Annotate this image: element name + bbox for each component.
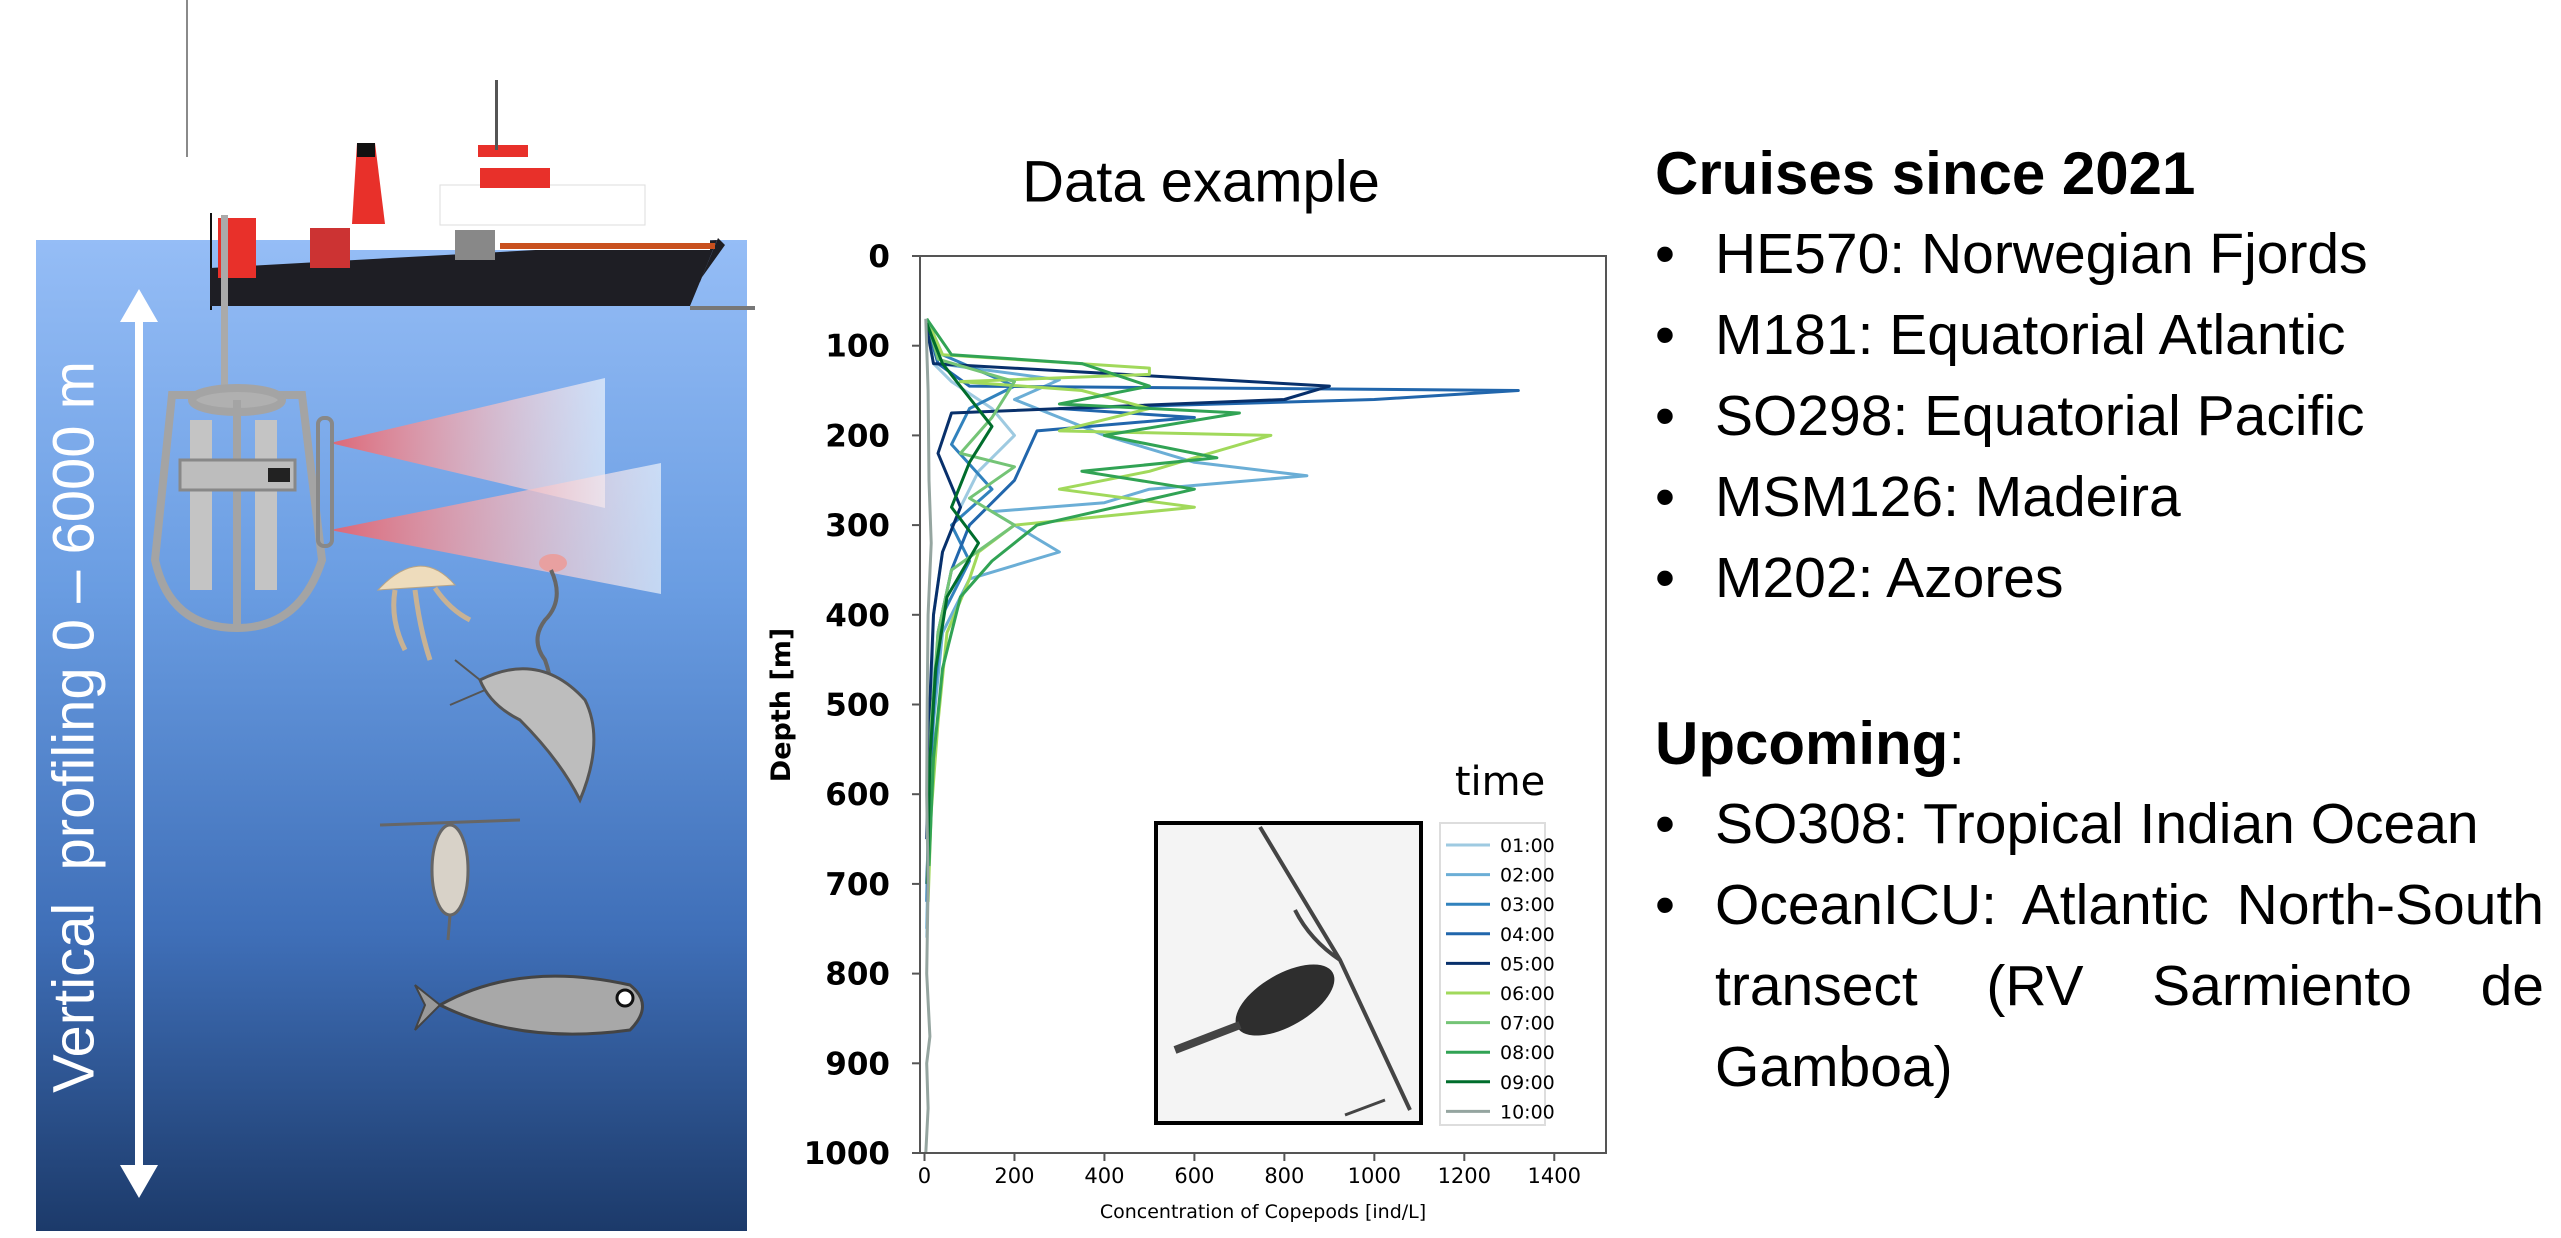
legend-label: 09:00 bbox=[1500, 1072, 1555, 1094]
y-tick-label: 200 bbox=[825, 418, 890, 454]
ocean-water-column bbox=[36, 240, 747, 1231]
divider-line bbox=[186, 0, 188, 157]
cruise-text: HE570: Norwegian Fjords bbox=[1715, 222, 2368, 286]
legend-label: 10:00 bbox=[1500, 1101, 1555, 1123]
series-line-0200 bbox=[925, 318, 1309, 929]
y-tick-label: 400 bbox=[825, 598, 890, 634]
cruises-heading: Cruises since 2021 bbox=[1655, 140, 2196, 207]
legend-label: 01:00 bbox=[1500, 835, 1555, 857]
ctd-rosette-icon bbox=[150, 384, 334, 633]
x-tick-label: 1400 bbox=[1528, 1164, 1581, 1188]
series-line-0900 bbox=[925, 322, 994, 884]
y-axis-label: Depth [m] bbox=[766, 628, 797, 782]
y-tick-label: 900 bbox=[825, 1046, 890, 1082]
x-tick-label: 400 bbox=[1084, 1164, 1124, 1188]
y-tick-label: 1000 bbox=[804, 1136, 890, 1172]
y-tick-label: 0 bbox=[868, 239, 890, 275]
legend-label: 07:00 bbox=[1500, 1013, 1555, 1035]
camera-light-cone bbox=[330, 378, 605, 508]
y-tick-label: 600 bbox=[825, 777, 890, 813]
copepod-photo-inset bbox=[1154, 821, 1423, 1125]
cruise-info-panel: Cruises since 2021 • HE570: Norwegian Fjo… bbox=[1655, 133, 2545, 1108]
legend-label: 02:00 bbox=[1500, 865, 1555, 887]
series-line-0500 bbox=[925, 327, 1331, 840]
series-line-0800 bbox=[925, 317, 1241, 867]
x-tick-label: 600 bbox=[1174, 1164, 1214, 1188]
list-item: • HE570: Norwegian Fjords bbox=[1655, 214, 2545, 295]
upcoming-text: OceanICU: Atlantic North-South transect … bbox=[1715, 873, 2544, 1099]
y-tick-label: 800 bbox=[825, 957, 890, 993]
x-axis-label: Concentration of Copepods [ind/L] bbox=[1100, 1201, 1426, 1223]
copepod-illustration-icon bbox=[379, 818, 521, 941]
shrimp-icon bbox=[449, 659, 596, 804]
legend-label: 06:00 bbox=[1500, 983, 1555, 1005]
vertical-double-arrow-icon bbox=[120, 289, 158, 1198]
upcoming-heading-text: Upcoming bbox=[1655, 710, 1949, 777]
bullet-icon: • bbox=[1655, 546, 1675, 610]
winch-cable bbox=[221, 215, 228, 385]
y-tick-label: 100 bbox=[825, 329, 890, 365]
bullet-icon: • bbox=[1655, 465, 1675, 529]
cruise-text: M202: Azores bbox=[1715, 546, 2064, 610]
list-item: • M202: Azores bbox=[1655, 538, 2545, 619]
cruise-text: M181: Equatorial Atlantic bbox=[1715, 303, 2346, 367]
bullet-icon: • bbox=[1655, 303, 1675, 367]
series-line-0400 bbox=[925, 322, 1520, 884]
series-line-0700 bbox=[925, 318, 1016, 840]
cruise-list: • HE570: Norwegian Fjords • M181: Equatori… bbox=[1655, 214, 2545, 619]
jellyfish-icon bbox=[376, 565, 472, 661]
series-line-1000 bbox=[924, 318, 933, 1154]
upcoming-list: • SO308: Tropical Indian Ocean • OceanICU:… bbox=[1655, 784, 2545, 1108]
upcoming-heading: Upcoming: bbox=[1655, 703, 2545, 784]
list-item: • OceanICU: Atlantic North-South transect… bbox=[1655, 865, 2544, 1108]
x-tick-label: 1000 bbox=[1348, 1164, 1401, 1188]
y-tick-label: 700 bbox=[825, 867, 890, 903]
list-item: • MSM126: Madeira bbox=[1655, 457, 2545, 538]
axes: 0 100 200 300 400 500 600 700 800 900 1000 0 200 400 6… bbox=[804, 239, 1581, 1188]
bullet-icon: • bbox=[1655, 222, 1675, 286]
legend-label: 04:00 bbox=[1500, 924, 1555, 946]
upcoming-text: SO308: Tropical Indian Ocean bbox=[1715, 792, 2479, 856]
x-tick-label: 1200 bbox=[1438, 1164, 1491, 1188]
bullet-icon: • bbox=[1655, 792, 1675, 856]
legend-title: time bbox=[1455, 759, 1545, 805]
series-layer bbox=[924, 317, 1520, 1154]
upcoming-colon: : bbox=[1948, 710, 1965, 777]
cruise-text: MSM126: Madeira bbox=[1715, 465, 2181, 529]
x-tick-label: 200 bbox=[994, 1164, 1034, 1188]
camera-light-cone bbox=[330, 463, 661, 594]
legend-label: 05:00 bbox=[1500, 953, 1555, 975]
legend-label: 08:00 bbox=[1500, 1042, 1555, 1064]
y-tick-label: 300 bbox=[825, 508, 890, 544]
chart-title: Data example bbox=[1022, 149, 1380, 215]
bullet-icon: • bbox=[1655, 873, 1675, 937]
list-item: • M181: Equatorial Atlantic bbox=[1655, 295, 2545, 376]
list-item: • SO308: Tropical Indian Ocean bbox=[1655, 784, 2544, 865]
bullet-icon: • bbox=[1655, 384, 1675, 448]
fish-icon bbox=[414, 974, 644, 1036]
x-tick-label: 0 bbox=[918, 1164, 931, 1188]
cruise-text: SO298: Equatorial Pacific bbox=[1715, 384, 2365, 448]
x-tick-label: 800 bbox=[1264, 1164, 1304, 1188]
legend: 01:00 02:00 03:00 04:00 05:00 06:00 07:00 08:00… bbox=[1446, 835, 1555, 1123]
list-item: • SO298: Equatorial Pacific bbox=[1655, 376, 2545, 457]
research-ship-icon bbox=[210, 80, 755, 310]
y-tick-label: 500 bbox=[825, 688, 890, 724]
series-line-0300 bbox=[925, 318, 1016, 902]
legend-label: 03:00 bbox=[1500, 894, 1555, 916]
